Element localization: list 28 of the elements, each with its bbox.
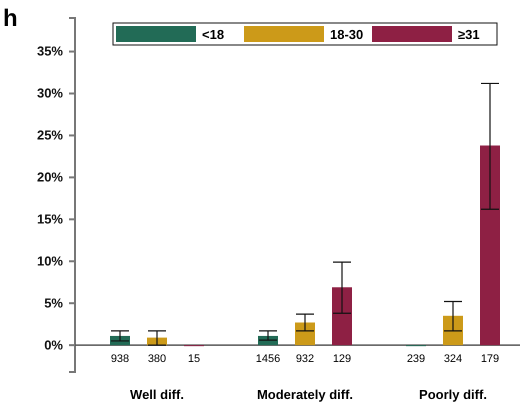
x-tick-label: Poorly diff. (419, 387, 487, 402)
y-tick-label: 10% (36, 253, 64, 268)
y-tick-label: 35% (36, 44, 64, 59)
legend-label: 18-30 (330, 27, 364, 42)
annotation: 324 (444, 353, 462, 366)
bar (443, 316, 463, 346)
y-tick-label: 20% (36, 170, 64, 185)
bar (295, 322, 315, 346)
y-tick-label: 30% (36, 86, 64, 101)
annotation: 932 (296, 353, 314, 366)
annotation: 938 (110, 353, 130, 366)
annotation: 1456 (256, 353, 280, 366)
y-tick-label: 5% (44, 295, 64, 310)
annotation: 239 (406, 353, 426, 366)
legend-label: <18 (202, 27, 224, 42)
annotation: 129 (332, 353, 352, 366)
annotation: 15 (188, 353, 200, 366)
x-tick-label: Well diff. (130, 387, 184, 402)
chart-title: h (3, 5, 18, 32)
annotation: 380 (148, 353, 166, 366)
bar (480, 146, 500, 346)
y-tick-label: 25% (36, 128, 64, 143)
y-tick-label: 0% (44, 337, 64, 352)
annotation: 179 (480, 353, 500, 366)
bar (332, 287, 352, 346)
x-tick-label: Moderately diff. (256, 387, 354, 402)
legend-label: ≥31 (458, 27, 480, 42)
y-tick-label: 15% (36, 211, 64, 226)
